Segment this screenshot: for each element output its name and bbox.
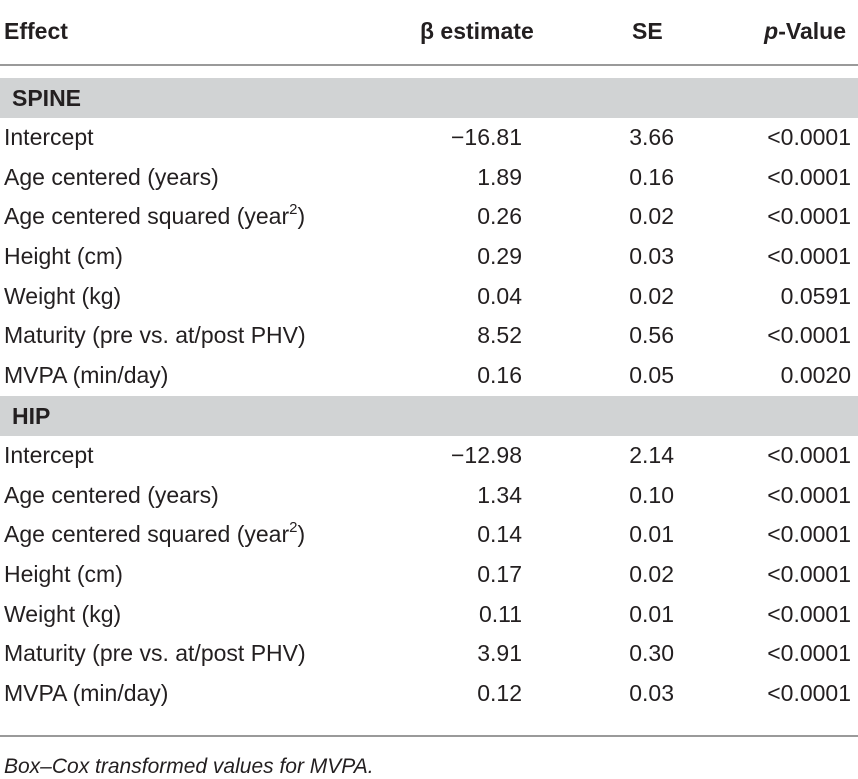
- cell-effect: MVPA (min/day): [4, 362, 169, 389]
- cell-p: <0.0001: [767, 679, 851, 706]
- table-row: Age centered (years) 1.89 0.16 <0.0001: [0, 158, 858, 198]
- cell-beta: −16.81: [451, 124, 522, 150]
- cell-beta: 0.12: [477, 679, 522, 706]
- cell-p: <0.0001: [767, 124, 851, 150]
- table-row: Maturity (pre vs. at/post PHV) 8.52 0.56…: [0, 316, 858, 356]
- table-row: Intercept −12.98 2.14 <0.0001: [0, 436, 858, 476]
- cell-effect: Weight (kg): [4, 282, 122, 309]
- cell-effect: Age centered squared (year2): [4, 201, 305, 231]
- section-body-hip: Intercept −12.98 2.14 <0.0001 Age center…: [0, 436, 858, 714]
- cell-effect: MVPA (min/day): [4, 679, 169, 706]
- cell-beta: 0.11: [478, 600, 522, 627]
- bottom-rule: [0, 735, 858, 737]
- table-row: MVPA (min/day) 0.12 0.03 <0.0001: [0, 674, 858, 714]
- cell-p: <0.0001: [767, 640, 851, 667]
- section-header-spine: SPINE: [0, 78, 858, 118]
- cell-beta: 0.16: [477, 362, 522, 389]
- section-header-hip: HIP: [0, 395, 858, 436]
- table-row: Age centered squared (year2) 0.14 0.01 <…: [0, 515, 858, 555]
- section-label: HIP: [12, 402, 51, 429]
- table-row: Intercept −16.81 3.66 <0.0001: [0, 118, 858, 158]
- table-row: Maturity (pre vs. at/post PHV) 3.91 0.30…: [0, 634, 858, 674]
- effect-text: Age centered squared (year: [4, 203, 290, 230]
- table-row: Age centered squared (year2) 0.26 0.02 <…: [0, 197, 858, 237]
- cell-beta: 0.17: [477, 560, 522, 587]
- cell-p: 0.0591: [780, 282, 851, 309]
- table-row: MVPA (min/day) 0.16 0.05 0.0020: [0, 356, 858, 396]
- table-row: Age centered (years) 1.34 0.10 <0.0001: [0, 476, 858, 516]
- header-beta-estimate: β estimate: [420, 18, 534, 44]
- cell-beta: 1.89: [477, 163, 522, 190]
- cell-effect: Height (cm): [4, 560, 123, 587]
- cell-se: 3.66: [629, 124, 674, 150]
- cell-beta: 1.34: [477, 481, 522, 508]
- cell-beta: 3.91: [477, 640, 522, 667]
- cell-p: <0.0001: [767, 441, 851, 468]
- table-row: Weight (kg) 0.04 0.02 0.0591: [0, 277, 858, 317]
- header-se: SE: [632, 18, 663, 44]
- cell-beta: 0.29: [477, 243, 522, 270]
- cell-p: <0.0001: [767, 163, 851, 190]
- superscript: 2: [289, 200, 298, 218]
- cell-p: <0.0001: [767, 243, 851, 270]
- cell-effect: Maturity (pre vs. at/post PHV): [4, 322, 306, 349]
- cell-se: 0.30: [629, 640, 674, 667]
- cell-p: 0.0020: [780, 362, 851, 389]
- cell-effect: Weight (kg): [4, 600, 122, 627]
- cell-se: 0.56: [629, 322, 674, 349]
- cell-p: <0.0001: [767, 481, 851, 508]
- cell-p: <0.0001: [767, 203, 851, 230]
- cell-se: 0.16: [629, 163, 674, 190]
- cell-effect: Maturity (pre vs. at/post PHV): [4, 640, 306, 667]
- cell-se: 0.02: [629, 560, 674, 587]
- cell-effect: Intercept: [4, 441, 94, 468]
- cell-se: 0.03: [629, 679, 674, 706]
- section-body-spine: Intercept −16.81 3.66 <0.0001 Age center…: [0, 118, 858, 396]
- cell-beta: 0.26: [477, 203, 522, 230]
- header-p-value: p-Value: [764, 16, 846, 46]
- cell-p: <0.0001: [767, 521, 851, 548]
- section-label: SPINE: [12, 85, 82, 111]
- header-p-rest: -Value: [778, 18, 846, 44]
- table-header: Effect β estimate SE p-Value: [0, 0, 858, 66]
- header-effect: Effect: [4, 18, 68, 44]
- cell-p: <0.0001: [767, 600, 851, 627]
- cell-beta: 0.04: [477, 282, 522, 309]
- table-row: Weight (kg) 0.11 0.01 <0.0001: [0, 595, 858, 635]
- header-p-italic: p: [764, 18, 779, 44]
- cell-se: 0.10: [629, 481, 674, 508]
- superscript: 2: [289, 518, 298, 536]
- cell-se: 0.05: [629, 362, 674, 389]
- table-row: Height (cm) 0.17 0.02 <0.0001: [0, 555, 858, 595]
- cell-se: 0.01: [629, 600, 674, 627]
- cell-effect: Age centered (years): [4, 163, 219, 190]
- table-row: Height (cm) 0.29 0.03 <0.0001: [0, 237, 858, 277]
- cell-p: <0.0001: [767, 560, 851, 587]
- effect-text: Age centered squared (year: [4, 521, 290, 548]
- cell-beta: 0.14: [477, 521, 522, 548]
- cell-effect: Age centered squared (year2): [4, 519, 305, 549]
- effect-tail: ): [297, 521, 306, 548]
- cell-se: 0.01: [629, 521, 674, 548]
- cell-beta: 8.52: [477, 322, 522, 349]
- cell-effect: Age centered (years): [4, 481, 219, 508]
- cell-beta: −12.98: [451, 441, 522, 468]
- cell-se: 2.14: [629, 441, 674, 468]
- cell-effect: Height (cm): [4, 243, 123, 270]
- cell-effect: Intercept: [4, 124, 94, 150]
- table-footnote: Box–Cox transformed values for MVPA.: [4, 755, 374, 778]
- cell-p: <0.0001: [767, 322, 851, 349]
- cell-se: 0.03: [629, 243, 674, 270]
- effect-tail: ): [297, 203, 306, 230]
- cell-se: 0.02: [629, 203, 674, 230]
- cell-se: 0.02: [629, 282, 674, 309]
